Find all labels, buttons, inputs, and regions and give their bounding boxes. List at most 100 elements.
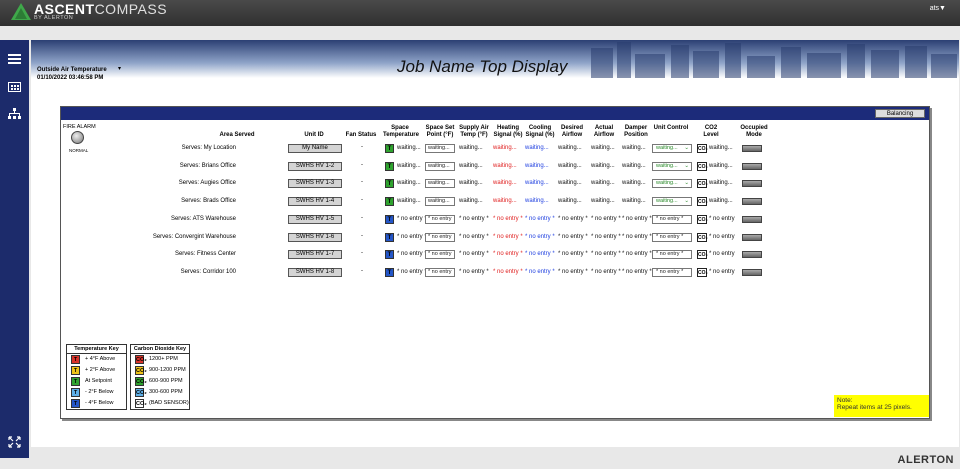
- cooling-signal: * no entry *: [525, 233, 555, 240]
- space-temp-value: waiting...: [397, 198, 421, 205]
- top-bar: ASCENTCOMPASS BY ALERTON ats▼: [0, 0, 960, 26]
- unit-id-button[interactable]: SWHS HV 1-2: [288, 161, 342, 171]
- desired-airflow: * no entry *: [558, 251, 588, 258]
- unit-control-select[interactable]: waiting... ⌄: [652, 144, 692, 153]
- co2-swatch-icon: CO₂: [135, 355, 147, 364]
- occupied-mode-indicator[interactable]: [742, 162, 762, 170]
- column-header: CO2 Level: [703, 125, 719, 138]
- cooling-signal: * no entry *: [525, 251, 555, 258]
- unit-id-button[interactable]: My Name: [288, 144, 342, 153]
- note-box: Note: Repeat items at 25 pixels.: [834, 395, 929, 417]
- space-temp-icon[interactable]: T: [385, 161, 394, 171]
- fire-alarm-status: NORMAL: [69, 148, 89, 153]
- outside-air-temp-label: Outside Air Temperature: [37, 67, 107, 73]
- note-line-2: Repeat items at 25 pixels.: [837, 404, 912, 411]
- column-header: Space Temperature: [383, 125, 419, 138]
- space-temp-icon[interactable]: T: [385, 144, 394, 153]
- co2-icon[interactable]: CO₂: [697, 197, 708, 207]
- brand-name: ASCENTCOMPASS: [34, 1, 168, 17]
- space-temp-value: waiting...: [397, 180, 421, 187]
- key-label: 1200+ PPM: [149, 356, 178, 362]
- unit-id-button[interactable]: SWHS HV 1-7: [288, 250, 342, 260]
- space-temp-icon[interactable]: T: [385, 250, 394, 260]
- supply-air-temp: * no entry *: [459, 251, 489, 258]
- unit-control-value: waiting...: [656, 198, 678, 205]
- unit-id-button[interactable]: SWHS HV 1-4: [288, 197, 342, 207]
- occupied-mode-indicator[interactable]: [742, 180, 762, 188]
- setpoint-input[interactable]: waiting...: [425, 161, 455, 171]
- setpoint-input[interactable]: * no entry: [425, 267, 455, 277]
- space-temp-icon[interactable]: T: [385, 197, 394, 207]
- occupied-mode-indicator[interactable]: [742, 268, 762, 276]
- cooling-signal: waiting...: [525, 198, 549, 205]
- key-label: 600-900 PPM: [149, 378, 183, 384]
- supply-air-temp: * no entry *: [459, 215, 489, 222]
- fire-alarm-bell-icon[interactable]: [71, 131, 84, 144]
- unit-id-button[interactable]: SWHS HV 1-5: [288, 214, 342, 224]
- key-label: + 4°F Above: [85, 356, 116, 362]
- space-temp-icon[interactable]: T: [385, 267, 394, 277]
- co2-icon[interactable]: CO₂: [697, 250, 708, 260]
- occupied-mode-indicator[interactable]: [742, 215, 762, 223]
- setpoint-input[interactable]: * no entry: [425, 232, 455, 242]
- space-temp-value: waiting...: [397, 162, 421, 169]
- co2-level: waiting...: [709, 198, 733, 205]
- app-logo[interactable]: ASCENTCOMPASS: [10, 2, 167, 24]
- co2-level: * no entry: [709, 251, 735, 258]
- desired-airflow: * no entry *: [558, 233, 588, 240]
- fan-status: -: [361, 161, 363, 168]
- unit-id-button[interactable]: SWHS HV 1-6: [288, 232, 342, 242]
- unit-control-select[interactable]: * no entry *: [652, 250, 692, 260]
- co2-icon[interactable]: CO₂: [697, 267, 708, 277]
- desired-airflow: waiting...: [558, 145, 582, 151]
- occupied-mode-indicator[interactable]: [742, 233, 762, 241]
- oat-caret-icon[interactable]: ▾: [118, 66, 122, 72]
- co2-icon[interactable]: CO₂: [697, 144, 708, 153]
- key-row: CO₂ (BAD SENSOR): [131, 398, 189, 409]
- grid-view-icon[interactable]: [8, 80, 21, 92]
- unit-control-select[interactable]: * no entry *: [652, 232, 692, 242]
- occupied-mode-indicator[interactable]: [742, 145, 762, 152]
- temp-swatch-icon: T: [71, 399, 80, 408]
- co2-level: * no entry: [709, 233, 735, 240]
- unit-id-button[interactable]: SWHS HV 1-3: [288, 179, 342, 189]
- co2-icon[interactable]: CO₂: [697, 161, 708, 171]
- damper-position: waiting...: [622, 145, 646, 151]
- occupied-mode-indicator[interactable]: [742, 198, 762, 206]
- menu-icon[interactable]: [8, 52, 21, 64]
- setpoint-input[interactable]: waiting...: [425, 144, 455, 153]
- unit-id-button[interactable]: SWHS HV 1-8: [288, 267, 342, 277]
- fan-status: -: [361, 232, 363, 239]
- unit-control-select[interactable]: * no entry *: [652, 214, 692, 224]
- setpoint-input[interactable]: * no entry: [425, 214, 455, 224]
- column-header: Area Served: [219, 132, 255, 138]
- occupied-mode-indicator[interactable]: [742, 251, 762, 259]
- unit-control-value: * no entry *: [656, 251, 684, 258]
- temperature-key-title: Temperature Key: [67, 345, 126, 354]
- space-temp-icon[interactable]: T: [385, 232, 394, 242]
- co2-icon[interactable]: CO₂: [697, 179, 708, 189]
- co2-icon[interactable]: CO₂: [697, 214, 708, 224]
- column-header: Occupied Mode: [740, 125, 768, 138]
- space-temp-icon[interactable]: T: [385, 179, 394, 189]
- setpoint-input[interactable]: waiting...: [425, 179, 455, 189]
- area-served: Serves: Brads Office: [181, 198, 236, 205]
- heating-signal: * no entry *: [493, 233, 523, 240]
- balancing-button[interactable]: Balancing: [875, 109, 925, 118]
- unit-control-select[interactable]: waiting... ⌄: [652, 161, 692, 171]
- supply-air-temp: waiting...: [459, 145, 483, 151]
- space-temp-icon[interactable]: T: [385, 214, 394, 224]
- supply-air-temp: waiting...: [459, 180, 483, 187]
- unit-control-select[interactable]: waiting... ⌄: [652, 179, 692, 189]
- hierarchy-icon[interactable]: [8, 107, 21, 119]
- unit-control-select[interactable]: waiting... ⌄: [652, 197, 692, 207]
- setpoint-input[interactable]: * no entry: [425, 250, 455, 260]
- co2-icon[interactable]: CO₂: [697, 232, 708, 242]
- user-menu[interactable]: ats▼: [929, 5, 946, 12]
- actual-airflow: * no entry *: [591, 233, 621, 240]
- unit-control-select[interactable]: * no entry *: [652, 267, 692, 277]
- setpoint-input[interactable]: waiting...: [425, 197, 455, 207]
- unit-control-value: waiting...: [656, 180, 678, 187]
- expand-icon[interactable]: [8, 435, 21, 448]
- column-header: Supply Air Temp (°F): [459, 125, 489, 138]
